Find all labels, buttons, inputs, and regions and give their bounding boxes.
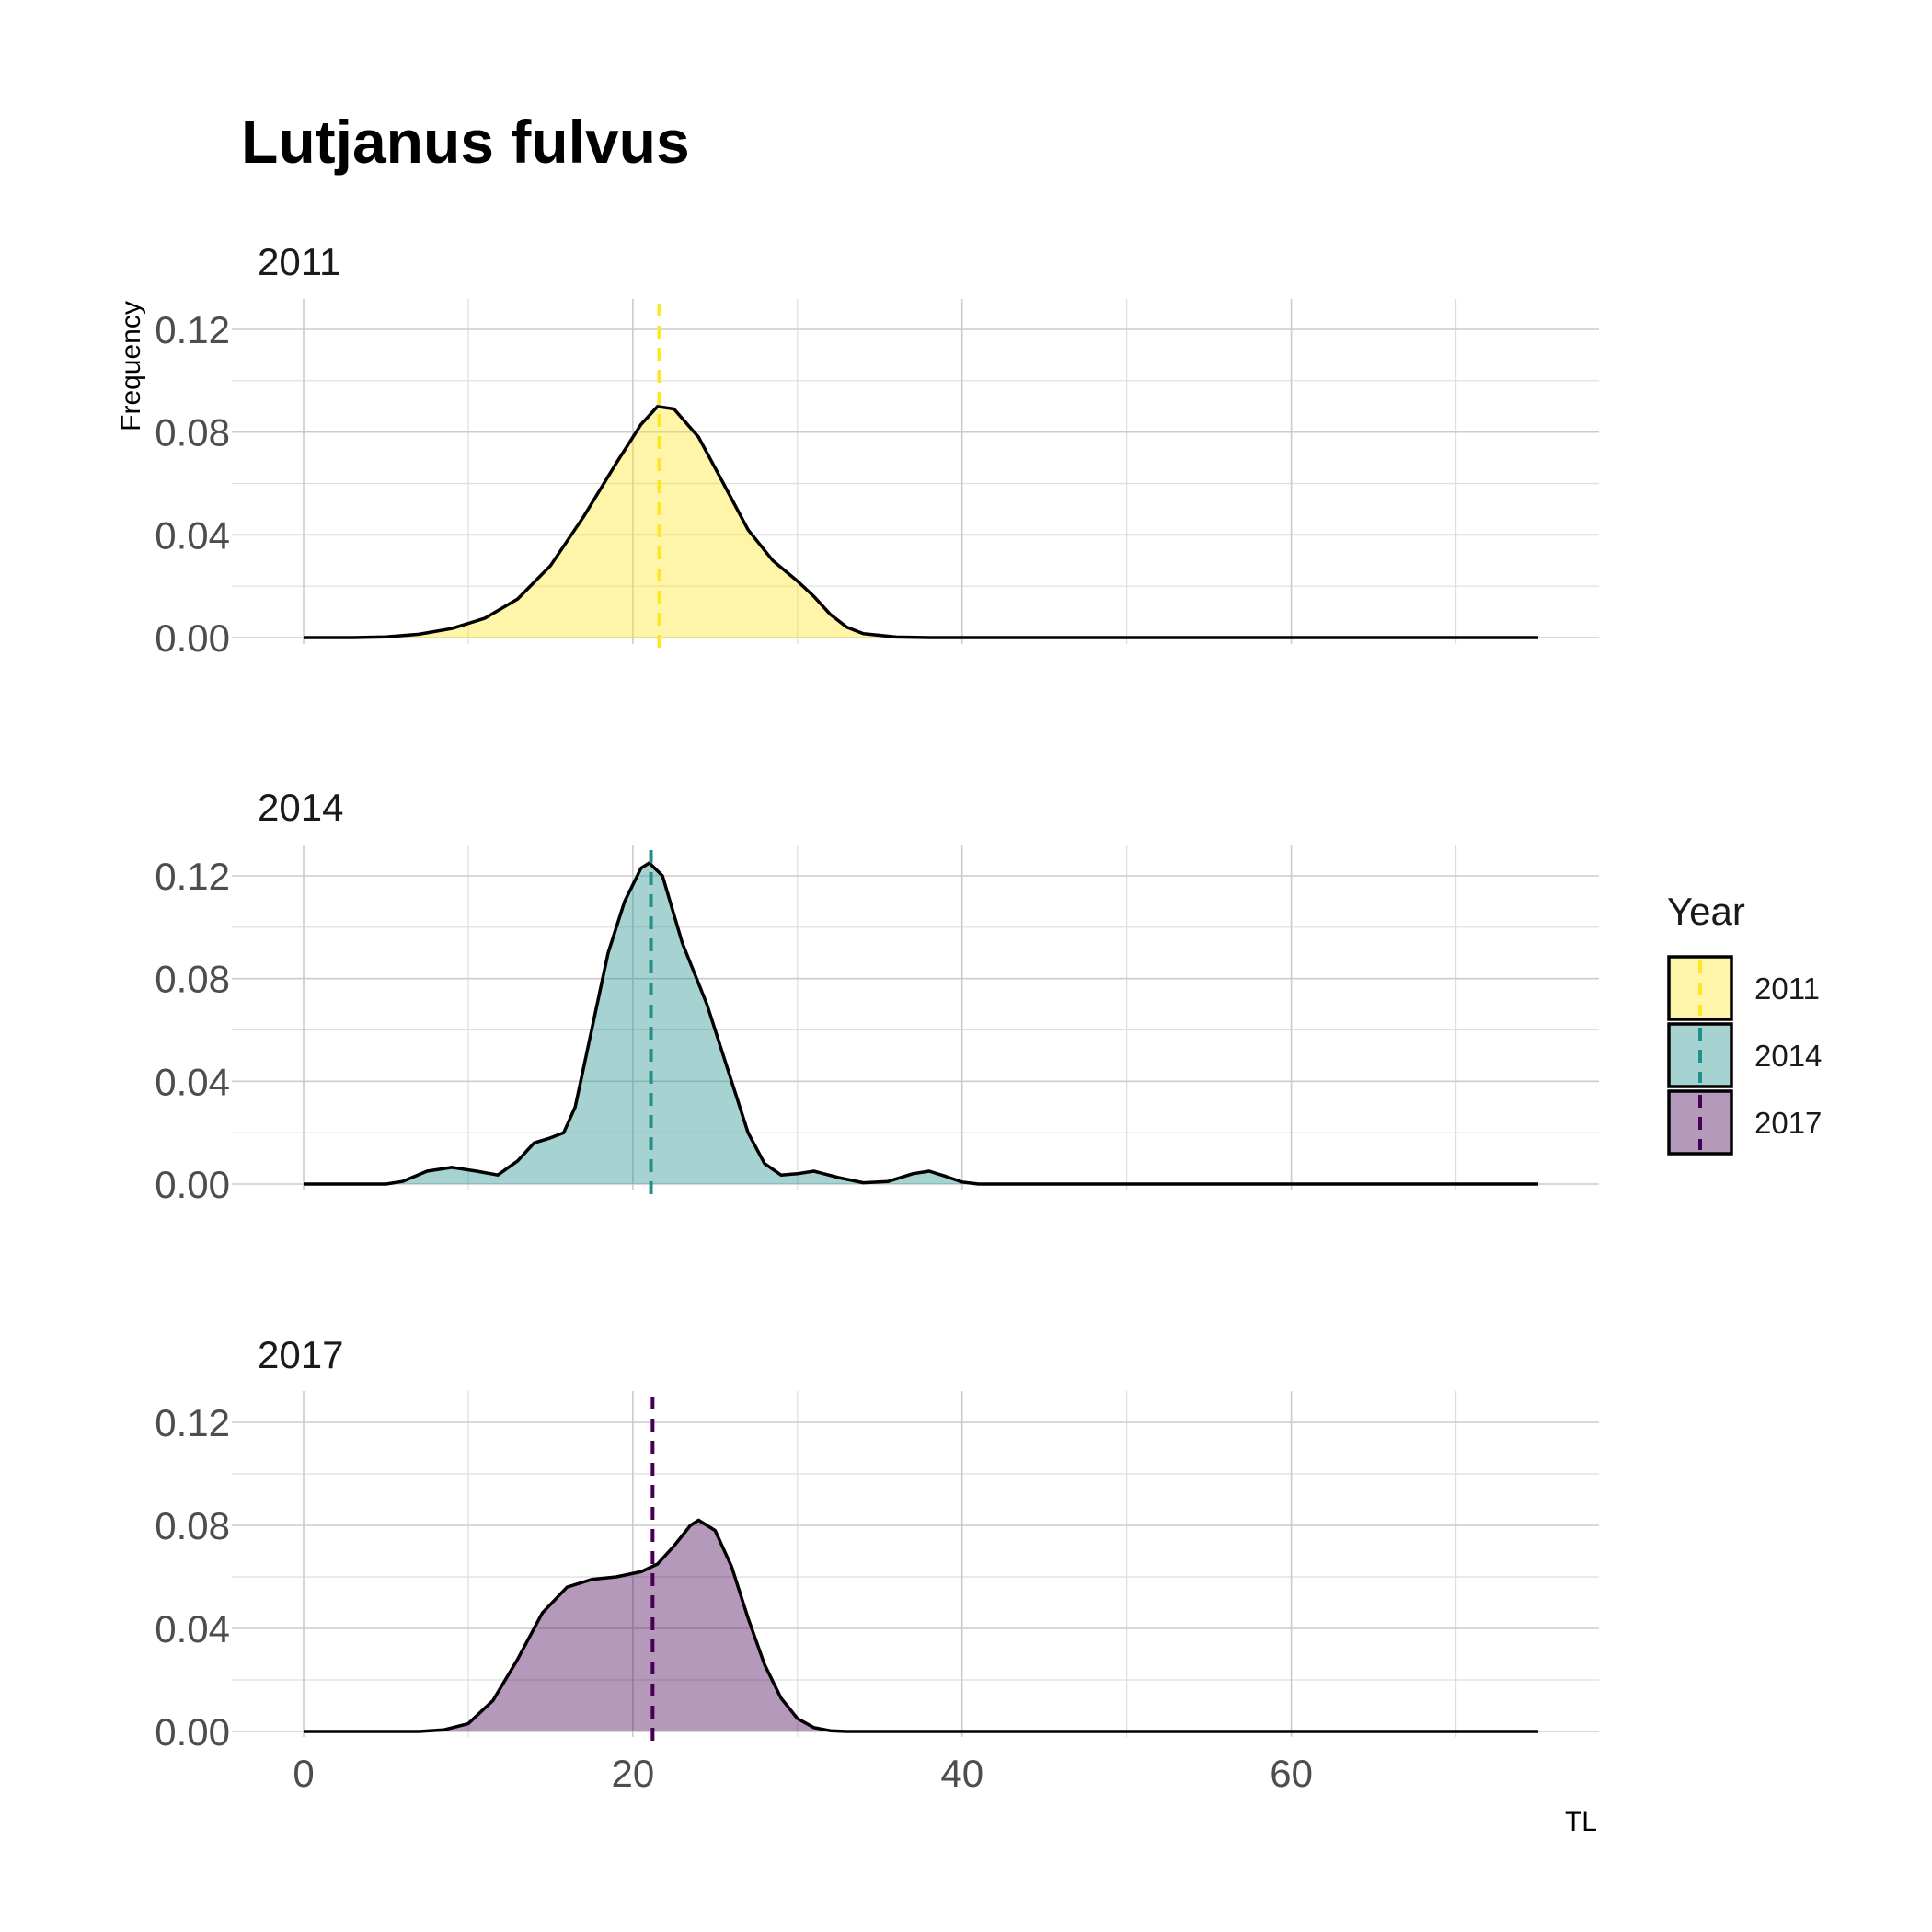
- y-tick-label: 0.04: [155, 513, 230, 557]
- legend-label-2014: 2014: [1754, 1039, 1822, 1073]
- y-tick-label: 0.00: [155, 1710, 230, 1754]
- facet-panels: 0.00 0.04 0.08 0.12 2011 0.00 0.04 0.08 0.12 2014…: [155, 240, 1599, 1795]
- y-tick-label: 0.08: [155, 958, 230, 1001]
- legend-item-2017: 2017: [1667, 1089, 1822, 1156]
- facet-title-2011: 2011: [258, 240, 340, 283]
- y-tick-label: 0.12: [155, 855, 230, 898]
- chart-title: Lutjanus fulvus: [241, 108, 690, 176]
- y-tick-label: 0.00: [155, 1163, 230, 1206]
- y-tick-label: 0.08: [155, 411, 230, 454]
- y-tick-label: 0.08: [155, 1504, 230, 1547]
- y-tick-label: 0.00: [155, 616, 230, 660]
- density-area-2011: [304, 406, 1538, 638]
- density-area-2017: [304, 1520, 1538, 1731]
- density-area-2014: [304, 863, 1538, 1184]
- y-tick-label: 0.04: [155, 1607, 230, 1650]
- legend-title: Year: [1667, 890, 1745, 933]
- facet-title-2014: 2014: [258, 786, 343, 829]
- legend-label-2017: 2017: [1754, 1106, 1822, 1140]
- density-curve-2011: [304, 405, 1538, 639]
- x-tick-label: 40: [940, 1752, 983, 1795]
- x-tick-label: 20: [612, 1752, 655, 1795]
- x-tick-label: 0: [293, 1752, 314, 1795]
- density-curve-2014: [304, 861, 1538, 1186]
- x-axis-title: TL: [1565, 1807, 1597, 1837]
- legend-label-2011: 2011: [1754, 972, 1820, 1006]
- facet-panel-2014: 0.00 0.04 0.08 0.12 2014: [155, 786, 1599, 1206]
- x-tick-label: 60: [1270, 1752, 1313, 1795]
- y-axis-title: Frequency: [116, 301, 146, 431]
- facet-panel-2017: 0.00 0.04 0.08 0.12 2017 0 20 40 60: [155, 1333, 1599, 1795]
- y-tick-label: 0.12: [155, 308, 230, 351]
- legend: Year 2011 2014 2017: [1667, 890, 1822, 1156]
- y-tick-label: 0.12: [155, 1401, 230, 1444]
- facet-title-2017: 2017: [258, 1333, 343, 1376]
- legend-item-2011: 2011: [1667, 955, 1820, 1021]
- density-curve-2017: [304, 1518, 1538, 1733]
- y-tick-label: 0.04: [155, 1060, 230, 1103]
- facet-panel-2011: 0.00 0.04 0.08 0.12 2011: [155, 240, 1599, 660]
- legend-item-2014: 2014: [1667, 1022, 1822, 1088]
